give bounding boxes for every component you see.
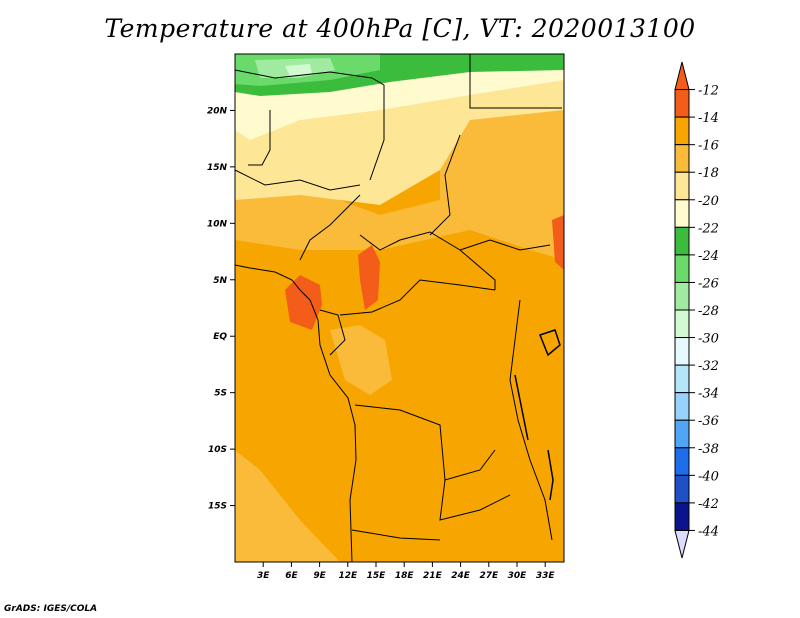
colorbar-segment <box>674 502 690 531</box>
region-minus28 <box>285 64 312 76</box>
country-borders <box>234 54 562 563</box>
colorbar-bottom-arrow <box>674 529 690 559</box>
region-minus16-east <box>440 100 564 260</box>
colorbar: -12 -14 -16 -18 -20 -22 -24 -26 -28 -30 -32 -34 -36 -… <box>674 61 719 559</box>
region-minus12-east-edge <box>552 215 564 270</box>
border-nigeria-cameroon <box>299 194 361 261</box>
lat-tick-label: 10S <box>208 445 227 455</box>
colorbar-label: -42 <box>698 497 719 512</box>
colorbar-segment <box>674 474 690 504</box>
colorbar-segment <box>674 199 690 228</box>
border-car <box>359 231 496 290</box>
colorbar-label: -44 <box>698 524 719 539</box>
colorbar-label: -16 <box>698 139 719 154</box>
lon-tick-label: 27E <box>479 571 499 581</box>
lat-tick-label: EQ <box>213 332 227 342</box>
lat-tick-label: 15N <box>207 163 228 173</box>
lakes <box>514 329 561 501</box>
colorbar-label: -24 <box>698 249 719 264</box>
lat-tick-label: 15S <box>208 502 227 512</box>
map-frame <box>234 53 565 563</box>
colorbar-segment <box>674 89 690 118</box>
lon-tick-label: 33E <box>536 571 556 581</box>
border-libya-chad <box>369 77 385 181</box>
border-drc-angola <box>354 404 496 481</box>
border-mali <box>248 110 271 166</box>
colorbar-segment <box>674 144 690 173</box>
colorbar-segment <box>674 392 690 421</box>
colorbar-label: -14 <box>698 111 719 126</box>
lon-tick-label: 18E <box>395 571 415 581</box>
map-title: Temperature at 400hPa [C], VT: 202001310… <box>104 14 696 43</box>
temperature-field <box>235 54 564 562</box>
colorbar-label: -18 <box>698 166 719 181</box>
region-minus20 <box>235 64 564 140</box>
colorbar-label: -12 <box>698 84 719 99</box>
region-minus12-cameroon <box>285 275 322 330</box>
lat-tick-label: 5S <box>214 389 227 399</box>
border-niger-nigeria <box>234 169 361 191</box>
border-congo-drc <box>339 279 496 316</box>
border-libya-egypt <box>469 54 562 109</box>
colorbar-segment <box>674 281 690 311</box>
border-gabon <box>319 309 346 356</box>
lon-tick-label: 12E <box>338 571 358 581</box>
colorbar-label: -30 <box>698 332 719 347</box>
latitude-axis: 20N 15N 10N 5N EQ 5S 10S 15S <box>207 106 235 512</box>
border-chad-sudan <box>429 134 461 236</box>
colorbar-label: -34 <box>698 387 719 402</box>
lat-tick-label: 20N <box>207 106 228 116</box>
map-panel: 3E 6E 9E 12E 15E 18E 21E 24E 27E 30E 33E 20N 15N 10N… <box>207 53 565 581</box>
lon-tick-label: 21E <box>423 571 443 581</box>
lake-tanganyika <box>514 374 529 441</box>
colorbar-label: -38 <box>698 442 719 457</box>
lat-tick-label: 10N <box>207 219 228 229</box>
colorbar-segment <box>674 226 690 256</box>
colorbar-segment <box>674 419 690 449</box>
colorbar-label: -26 <box>698 276 719 291</box>
colorbar-segment <box>674 337 690 366</box>
grads-credit: GrADS: IGES/COLA <box>4 604 98 614</box>
colorbar-segment <box>674 116 690 146</box>
border-sudan-south <box>459 239 551 251</box>
colorbar-label: -40 <box>698 469 719 484</box>
colorbar-segment <box>674 364 690 394</box>
colorbar-label: -32 <box>698 359 719 374</box>
colorbar-label: -22 <box>698 221 719 236</box>
colorbar-label: -20 <box>698 194 719 209</box>
west-coast-line <box>234 264 357 563</box>
colorbar-top-arrow <box>674 61 690 91</box>
lon-tick-label: 3E <box>257 571 270 581</box>
colorbar-label: -36 <box>698 414 719 429</box>
border-east-lakes <box>509 299 553 541</box>
region-minus12-car <box>358 245 380 310</box>
longitude-axis: 3E 6E 9E 12E 15E 18E 21E 24E 27E 30E 33E <box>257 562 555 581</box>
colorbar-segment <box>674 309 690 339</box>
lake-malawi <box>547 449 554 501</box>
border-algeria-niger <box>234 69 373 79</box>
region-minus16-south <box>235 450 340 562</box>
lon-tick-label: 15E <box>367 571 387 581</box>
colorbar-segment <box>674 447 690 476</box>
lon-tick-label: 6E <box>285 571 298 581</box>
lon-tick-label: 24E <box>451 571 471 581</box>
lake-victoria <box>539 329 561 357</box>
colorbar-segment <box>674 254 690 283</box>
region-minus16-gabon <box>330 325 392 395</box>
border-angola-zambia <box>439 479 511 521</box>
colorbar-segment <box>674 171 690 201</box>
colorbar-label: -28 <box>698 304 719 319</box>
lon-tick-label: 9E <box>313 571 326 581</box>
lon-tick-label: 30E <box>508 571 528 581</box>
lat-tick-label: 5N <box>213 276 227 286</box>
border-namibia <box>351 529 441 541</box>
